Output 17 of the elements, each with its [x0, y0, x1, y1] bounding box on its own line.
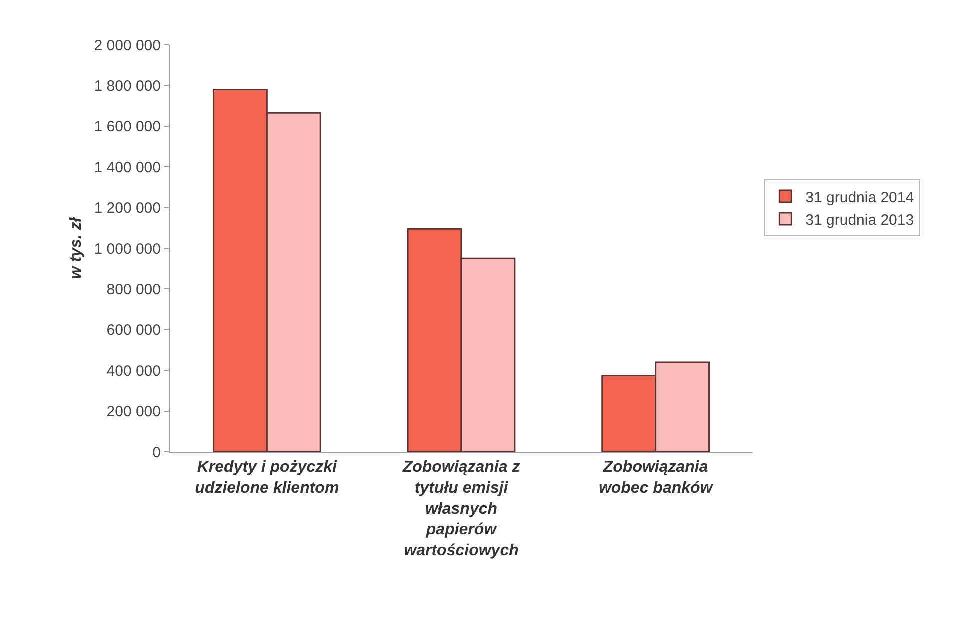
y-tick-label: 1 400 000 [94, 159, 161, 176]
y-tick-label: 2 000 000 [94, 37, 161, 54]
y-tick-label: 0 [152, 444, 161, 462]
x-tick-label: Zobowiązania z tytułu emisji własnych papierów wartościowych [402, 459, 520, 560]
y-tick-label: 200 000 [106, 404, 161, 421]
y-tick-label: 400 000 [106, 362, 161, 380]
y-tick-label: 800 000 [106, 281, 161, 298]
y-axis-title: w tys. zł [68, 217, 86, 280]
legend-label: 31 grudnia 2014 [806, 189, 914, 206]
x-tick-label: Zobowiązania wobec banków [598, 459, 714, 497]
y-tick-label: 600 000 [106, 322, 161, 340]
legend-label: 31 grudnia 2013 [806, 212, 914, 229]
x-tick-label: Kredyty i pożyczki udzielone klientom [195, 459, 340, 497]
y-tick-label: 1 200 000 [94, 200, 161, 218]
y-tick-label: 1 600 000 [94, 118, 161, 136]
y-tick-label: 1 800 000 [94, 78, 161, 95]
y-tick-label: 1 000 000 [94, 240, 161, 258]
